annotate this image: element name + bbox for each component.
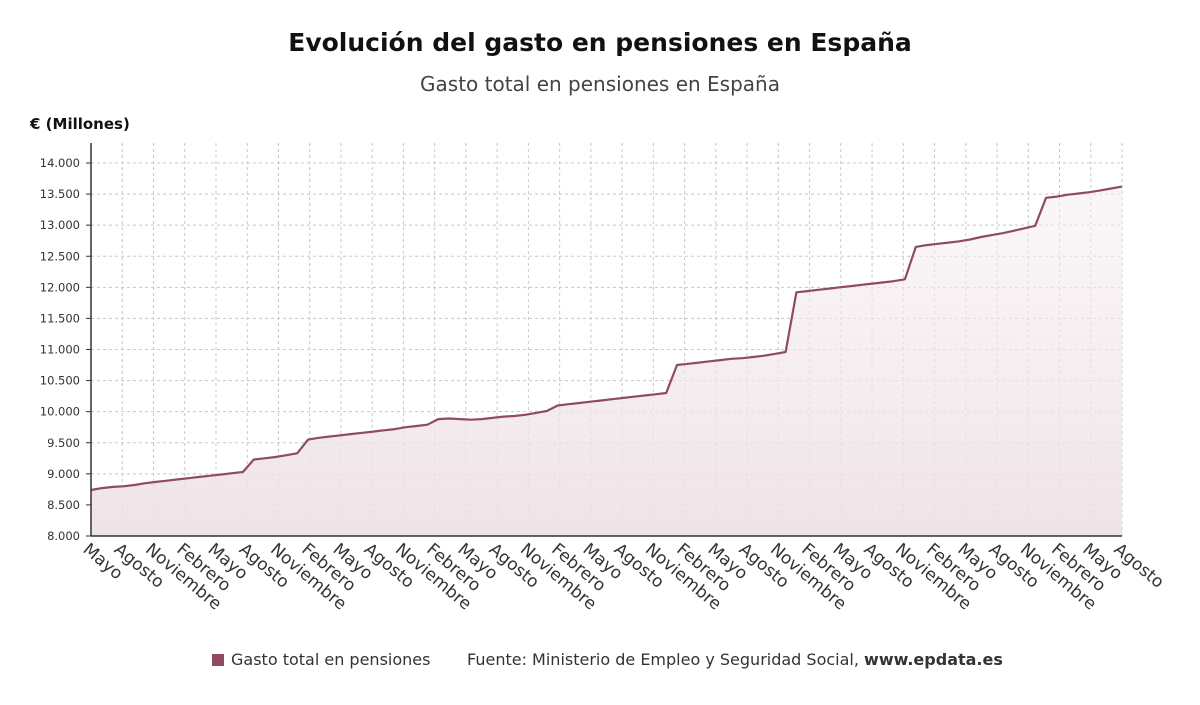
y-tick-label: 10.500 [40, 374, 80, 388]
y-axis-label: € (Millones) [29, 115, 130, 133]
chart-plot: 8.000 8.500 9.000 9.500 10.000 10.500 11.000 11… [29, 115, 1168, 615]
y-tick-label: 12.000 [40, 280, 80, 294]
y-tick-label: 9.500 [47, 436, 80, 450]
series-area [91, 186, 1122, 536]
chart-title: Evolución del gasto en pensiones en Espa… [288, 28, 912, 57]
y-tick-label: 13.500 [40, 187, 80, 201]
y-tick-label: 9.000 [47, 467, 80, 481]
source-site: www.epdata.es [864, 650, 1003, 669]
legend-label: Gasto total en pensiones [231, 650, 431, 669]
source-note: Fuente: Ministerio de Empleo y Seguridad… [467, 650, 1003, 669]
y-tick-label: 11.000 [40, 343, 80, 357]
y-tick-label: 11.500 [40, 311, 80, 325]
chart-subtitle: Gasto total en pensiones en España [420, 72, 780, 96]
legend-swatch [212, 654, 224, 666]
x-tick-labels: MayoAgostoNoviembreFebreroMayoAgostoNovi… [79, 540, 1168, 615]
y-tick-label: 10.000 [40, 405, 80, 419]
series-line [90, 185, 1123, 492]
y-tick-label: 8.500 [47, 498, 80, 512]
legend: Gasto total en pensiones Fuente: Ministe… [0, 650, 1200, 670]
axes [86, 143, 1122, 537]
y-tick-label: 12.500 [40, 249, 80, 263]
y-tick-label: 13.000 [40, 218, 80, 232]
source-text: Fuente: Ministerio de Empleo y Seguridad… [467, 650, 865, 669]
y-tick-label: 14.000 [40, 156, 80, 170]
y-tick-label: 8.000 [47, 529, 80, 543]
y-tick-labels: 8.000 8.500 9.000 9.500 10.000 10.500 11.000 11… [40, 156, 80, 543]
